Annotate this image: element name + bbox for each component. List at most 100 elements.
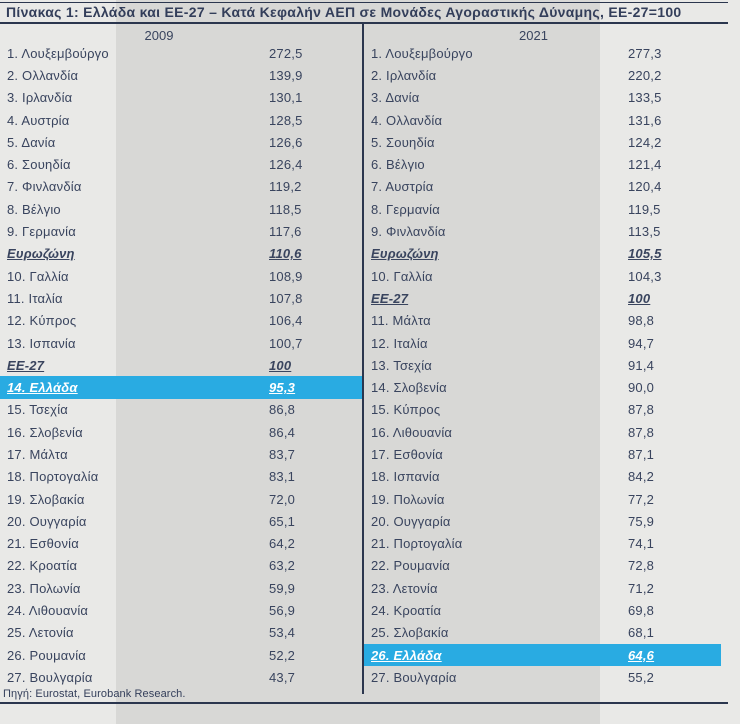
country-value: 86,8 <box>269 402 296 418</box>
country-value: 105,5 <box>628 246 662 262</box>
country-label: 11. Μάλτα <box>371 313 431 329</box>
country-label: 8. Βέλγιο <box>7 201 61 217</box>
country-label: 23. Λετονία <box>371 580 438 596</box>
table-row: 13. Τσεχία 91,4 <box>364 354 721 376</box>
rows-2009: 1. Λουξεμβούργο 272,5 2. Ολλανδία 139,9 3. Ι… <box>0 42 362 689</box>
country-value: 130,1 <box>269 90 303 106</box>
country-value: 90,0 <box>628 380 655 396</box>
country-value: 43,7 <box>269 669 296 685</box>
country-value: 126,6 <box>269 134 303 150</box>
country-value: 131,6 <box>628 112 662 128</box>
country-value: 107,8 <box>269 290 303 306</box>
country-value: 119,5 <box>628 201 661 217</box>
country-value: 120,4 <box>628 179 662 195</box>
column-2009: 2009 1. Λουξεμβούργο 272,5 2. Ολλανδία 139,… <box>0 28 362 689</box>
country-value: 69,8 <box>628 603 655 619</box>
country-label: 2. Ιρλανδία <box>371 67 437 83</box>
table-row: 7. Αυστρία 120,4 <box>364 176 721 198</box>
country-value: 110,6 <box>269 246 302 262</box>
country-value: 124,2 <box>628 134 662 150</box>
table-row: 4. Αυστρία 128,5 <box>0 109 362 131</box>
country-value: 55,2 <box>628 669 655 685</box>
table-row: 1. Λουξεμβούργο 277,3 <box>364 42 721 64</box>
column-2021: 2021 1. Λουξεμβούργο 277,3 2. Ιρλανδία 220,… <box>364 28 721 689</box>
country-value: 108,9 <box>269 268 303 284</box>
country-value: 113,5 <box>628 224 661 240</box>
table-row: 15. Τσεχία 86,8 <box>0 399 362 421</box>
table-row: 10. Γαλλία 108,9 <box>0 265 362 287</box>
source-note: Πηγή: Eurostat, Eurobank Research. <box>3 688 186 700</box>
table-row: 27. Βουλγαρία 43,7 <box>0 666 362 688</box>
country-label: 7. Αυστρία <box>371 179 434 195</box>
country-value: 56,9 <box>269 603 296 619</box>
table-row: 25. Λετονία 53,4 <box>0 622 362 644</box>
country-label: 19. Πολωνία <box>371 491 445 507</box>
country-value: 133,5 <box>628 90 662 106</box>
country-label: 5. Δανία <box>7 134 56 150</box>
table-row: 5. Σουηδία 124,2 <box>364 131 721 153</box>
table-body: 2009 1. Λουξεμβούργο 272,5 2. Ολλανδία 139,… <box>0 28 721 689</box>
table-row: 17. Εσθονία 87,1 <box>364 443 721 465</box>
country-label: 10. Γαλλία <box>371 268 433 284</box>
table-row: ΕΕ-27 100 <box>364 287 721 309</box>
column-divider <box>362 24 364 694</box>
year-header-2021: 2021 <box>519 28 548 43</box>
country-value: 104,3 <box>628 268 662 284</box>
country-label: 20. Ουγγαρία <box>371 513 451 529</box>
table-row: 26. Ρουμανία 52,2 <box>0 644 362 666</box>
country-value: 68,1 <box>628 625 655 641</box>
table-row: Ευρωζώνη 105,5 <box>364 243 721 265</box>
table-row: 16. Λιθουανία 87,8 <box>364 421 721 443</box>
table-row: 5. Δανία 126,6 <box>0 131 362 153</box>
table-row: 11. Μάλτα 98,8 <box>364 310 721 332</box>
country-value: 86,4 <box>269 424 296 440</box>
country-label: 23. Πολωνία <box>7 580 81 596</box>
country-label: 16. Λιθουανία <box>371 424 453 440</box>
title-rule <box>0 22 728 24</box>
country-label: 14. Ελλάδα <box>7 380 78 396</box>
country-label: 25. Σλοβακία <box>371 625 449 641</box>
country-label: 15. Κύπρος <box>371 402 441 418</box>
table-row: 3. Δανία 133,5 <box>364 87 721 109</box>
country-label: 6. Βέλγιο <box>371 157 425 173</box>
country-label: 27. Βουλγαρία <box>7 669 93 685</box>
table-row: 13. Ισπανία 100,7 <box>0 332 362 354</box>
country-value: 272,5 <box>269 45 303 61</box>
table-row: 16. Σλοβενία 86,4 <box>0 421 362 443</box>
table-row: 8. Γερμανία 119,5 <box>364 198 721 220</box>
country-label: 20. Ουγγαρία <box>7 513 87 529</box>
country-label: 27. Βουλγαρία <box>371 669 457 685</box>
country-label: 18. Ισπανία <box>371 469 440 485</box>
country-value: 121,4 <box>628 157 662 173</box>
country-label: 21. Εσθονία <box>7 536 79 552</box>
country-label: 14. Σλοβενία <box>371 380 447 396</box>
year-header-2009: 2009 <box>144 28 174 43</box>
table-row: 12. Κύπρος 106,4 <box>0 310 362 332</box>
country-label: 2. Ολλανδία <box>7 67 79 83</box>
country-value: 64,6 <box>628 647 655 663</box>
country-value: 119,2 <box>269 179 302 195</box>
country-value: 95,3 <box>269 380 296 396</box>
country-value: 98,8 <box>628 313 655 329</box>
country-label: ΕΕ-27 <box>371 290 409 306</box>
country-label: 5. Σουηδία <box>371 134 435 150</box>
table-row: 20. Ουγγαρία 75,9 <box>364 510 721 532</box>
table-row: Ευρωζώνη 110,6 <box>0 243 362 265</box>
country-value: 94,7 <box>628 335 655 351</box>
country-label: 3. Ιρλανδία <box>7 90 73 106</box>
country-value: 100 <box>628 290 651 306</box>
country-value: 139,9 <box>269 67 303 83</box>
table-row: 6. Σουηδία 126,4 <box>0 153 362 175</box>
country-value: 74,1 <box>628 536 655 552</box>
country-label: 16. Σλοβενία <box>7 424 83 440</box>
country-label: 6. Σουηδία <box>7 157 71 173</box>
country-value: 72,0 <box>269 491 296 507</box>
table-row: 21. Πορτογαλία 74,1 <box>364 533 721 555</box>
country-label: 17. Εσθονία <box>371 446 443 462</box>
country-value: 71,2 <box>628 580 655 596</box>
table-row: 9. Γερμανία 117,6 <box>0 220 362 242</box>
country-label: 9. Φινλανδία <box>371 224 446 240</box>
table-row: 22. Ρουμανία 72,8 <box>364 555 721 577</box>
country-value: 277,3 <box>628 45 662 61</box>
